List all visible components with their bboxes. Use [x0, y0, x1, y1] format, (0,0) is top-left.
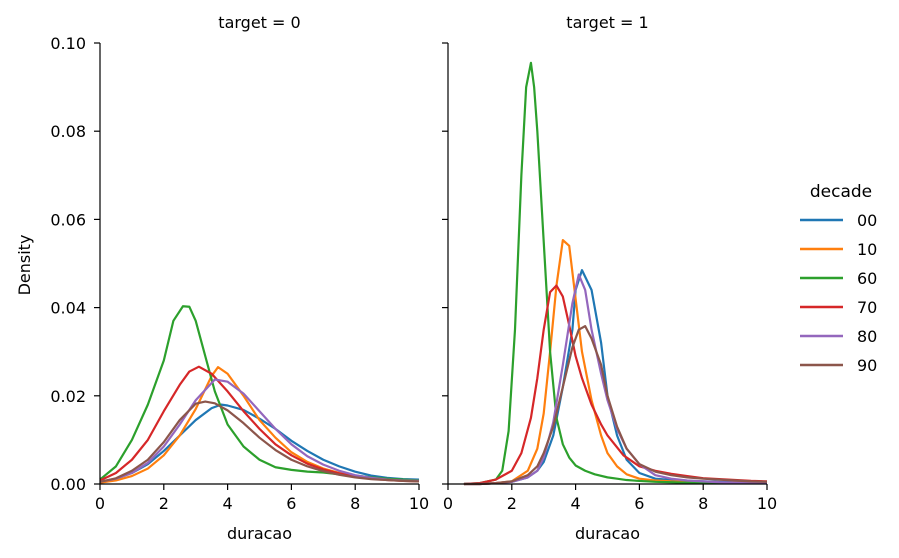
- y-tick-label: 0.06: [50, 210, 86, 229]
- density-line-70: [463, 284, 768, 486]
- legend-label-80: 80: [857, 327, 877, 346]
- x-axis-label: duracao: [575, 524, 640, 543]
- x-tick-label: 8: [698, 494, 708, 513]
- x-tick-label: 6: [286, 494, 296, 513]
- density-line-10: [463, 239, 767, 486]
- y-tick-label: 0.00: [50, 475, 86, 494]
- x-tick-label: 0: [95, 494, 105, 513]
- facet-panel-1: target = 0 0 2 4 6 8 10 0.00 0.02 0.04 0.06 0.08 0.1…: [50, 13, 429, 543]
- facet-panel-2: target = 1 0 2 4 6 8 10 duracao: [442, 13, 777, 543]
- x-axis-label: duracao: [227, 524, 292, 543]
- density-line-80: [463, 273, 768, 486]
- x-tick-label: 2: [159, 494, 169, 513]
- density-line-90: [463, 325, 768, 486]
- y-tick-label: 0.04: [50, 299, 86, 318]
- x-tick-label: 6: [634, 494, 644, 513]
- x-tick-label: 4: [223, 494, 233, 513]
- density-line-60: [463, 61, 767, 486]
- legend-label-60: 60: [857, 269, 877, 288]
- density-line-60: [99, 305, 420, 482]
- legend-label-90: 90: [857, 356, 877, 375]
- x-tick-label: 0: [443, 494, 453, 513]
- legend-label-70: 70: [857, 298, 877, 317]
- density-line-80: [99, 378, 420, 483]
- legend-title: decade: [810, 182, 872, 202]
- shared-y-axis-label: Density: [15, 235, 34, 296]
- x-tick-label: 4: [571, 494, 581, 513]
- y-tick-label: 0.08: [50, 122, 86, 141]
- panels: target = 0 0 2 4 6 8 10 0.00 0.02 0.04 0.06 0.08 0.1…: [50, 13, 777, 543]
- density-line-90: [99, 400, 420, 483]
- legend: decade 00 10 60 70 80 90: [800, 182, 877, 375]
- x-tick-label: 10: [409, 494, 429, 513]
- panel-title: target = 1: [566, 13, 648, 32]
- legend-label-10: 10: [857, 240, 877, 259]
- x-tick-label: 2: [507, 494, 517, 513]
- density-line-00: [463, 269, 767, 486]
- y-tick-label: 0.02: [50, 387, 86, 406]
- y-tick-label: 0.10: [50, 34, 86, 53]
- panel-title: target = 0: [218, 13, 300, 32]
- legend-label-00: 00: [857, 211, 877, 230]
- x-tick-label: 8: [350, 494, 360, 513]
- x-tick-label: 10: [757, 494, 777, 513]
- density-line-00: [99, 403, 420, 483]
